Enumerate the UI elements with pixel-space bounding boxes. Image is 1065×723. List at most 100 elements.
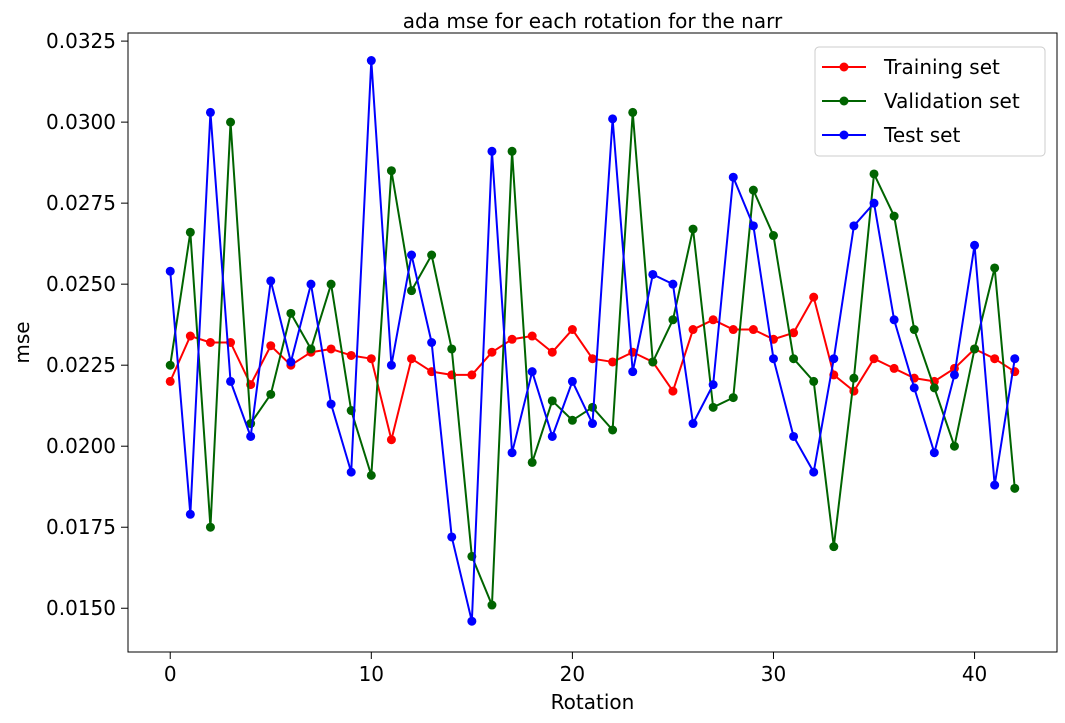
series-1-point	[487, 600, 497, 610]
series-2-point	[688, 419, 698, 429]
series-0-point	[507, 334, 517, 344]
chart-title: ada mse for each rotation for the narr	[403, 9, 783, 33]
y-tick-label: 0.0300	[46, 110, 116, 134]
series-1-point	[1010, 483, 1020, 493]
plot-area	[127, 32, 1058, 653]
y-tick-label: 0.0275	[46, 191, 116, 215]
y-tick-label: 0.0325	[46, 29, 116, 53]
series-2-point	[949, 370, 959, 380]
series-1-point	[226, 117, 236, 127]
series-0-point	[728, 325, 738, 335]
series-2-point	[427, 338, 437, 347]
series-1-point	[447, 344, 457, 354]
series-1-point	[185, 227, 195, 237]
series-2-point	[889, 315, 899, 325]
series-0-point	[266, 341, 276, 351]
series-1-point	[366, 470, 376, 480]
series-2-point	[929, 448, 939, 458]
series-2-point	[809, 467, 819, 477]
series-0-point	[608, 357, 618, 367]
series-1-point	[668, 315, 678, 325]
series-2-point	[306, 279, 316, 289]
series-1-point	[527, 457, 537, 467]
series-0-point	[789, 328, 799, 338]
series-1-point	[949, 441, 959, 451]
series-1-point	[588, 402, 597, 412]
legend-label: Validation set	[884, 89, 1020, 113]
series-2-point	[185, 509, 195, 519]
series-0-point	[567, 325, 577, 335]
series-2-point	[527, 367, 537, 377]
series-0-point	[809, 292, 819, 302]
series-0-point	[326, 344, 336, 354]
series-1-point	[205, 522, 215, 532]
series-1-point	[628, 107, 638, 117]
series-1-point	[266, 389, 276, 399]
legend: Training set Validation set Test set	[814, 46, 1046, 157]
series-0-point	[185, 331, 195, 341]
series-2-point	[507, 448, 517, 458]
series-1-point	[326, 279, 336, 289]
series-2-point	[205, 107, 215, 117]
series-2-point	[1010, 354, 1020, 364]
series-0-point	[869, 354, 879, 364]
series-0-point	[708, 315, 718, 325]
x-tick-label: 10	[359, 662, 384, 686]
series-1-point	[990, 263, 1000, 273]
series-2-point	[728, 172, 738, 182]
x-tick-label: 30	[761, 662, 786, 686]
plot-frame	[127, 32, 1058, 653]
series-1-point	[849, 373, 859, 383]
series-2-point	[648, 269, 658, 279]
series-0-point	[990, 354, 1000, 364]
series-2-point	[447, 532, 457, 542]
legend-marker	[839, 96, 849, 106]
series-0-point	[849, 386, 859, 396]
series-2-point	[768, 354, 778, 364]
series-2-point	[407, 250, 417, 260]
legend-marker	[839, 62, 849, 72]
series-1-point	[829, 542, 839, 552]
legend-label: Training set	[883, 55, 1000, 79]
series-0-point	[588, 354, 597, 364]
series-1-point	[286, 308, 296, 318]
y-tick-label: 0.0250	[46, 272, 116, 296]
series-1-point	[407, 286, 417, 296]
series-1-point	[648, 357, 658, 367]
series-2-point	[909, 383, 919, 393]
y-tick-label: 0.0225	[46, 353, 116, 377]
series-2-point	[467, 616, 477, 626]
series-2-point	[708, 380, 718, 390]
series-2-point	[266, 276, 276, 286]
series-2-point	[628, 367, 638, 377]
series-2-point	[748, 221, 758, 231]
series-1-point	[507, 146, 517, 156]
series-2-point	[226, 376, 236, 386]
series-2-point	[165, 266, 175, 276]
series-1-point	[970, 344, 980, 354]
series-2-point	[970, 240, 980, 250]
series-2-point	[487, 146, 497, 156]
series-1-point	[567, 415, 577, 425]
series-0-point	[527, 331, 537, 341]
series-0-point	[407, 354, 417, 364]
series-2-point	[829, 354, 839, 364]
series-1-point	[869, 169, 879, 179]
series-2-point	[547, 431, 557, 441]
y-axis-label: mse	[10, 321, 34, 363]
series-1-point	[386, 166, 396, 176]
y-tick-label: 0.0200	[46, 434, 116, 458]
series-1-point	[608, 425, 618, 435]
series-0-point	[205, 338, 215, 347]
series-0-point	[748, 325, 758, 335]
series-2-point	[849, 221, 859, 231]
legend-box	[814, 46, 1046, 157]
series-0-point	[386, 435, 396, 445]
series-2-point	[608, 114, 618, 124]
series-2-point	[386, 360, 396, 370]
series-2-point	[346, 467, 356, 477]
series-0-point	[346, 350, 356, 360]
y-tick-label: 0.0150	[46, 596, 116, 620]
x-axis-ticks: 0 10 20 30 40	[164, 652, 987, 686]
